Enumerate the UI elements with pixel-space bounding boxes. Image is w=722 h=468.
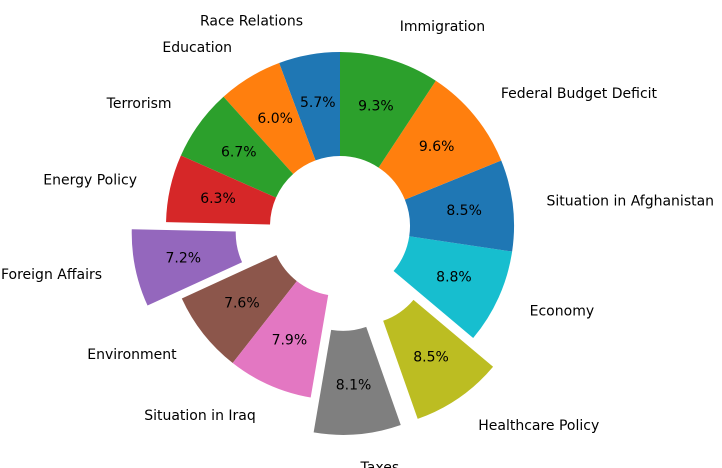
slice-economy xyxy=(393,236,513,338)
slice-situation-in-afghanistan xyxy=(404,160,514,252)
category-label-foreign-affairs: Foreign Affairs xyxy=(1,267,102,283)
category-label-immigration: Immigration xyxy=(400,19,485,35)
percent-label-environment: 7.6% xyxy=(224,295,260,311)
percent-label-terrorism: 6.7% xyxy=(221,145,257,161)
percent-label-situation-in-iraq: 7.9% xyxy=(272,332,308,348)
slice-energy-policy xyxy=(166,155,276,225)
percent-label-race-relations: 5.7% xyxy=(300,95,336,111)
slice-education xyxy=(223,62,316,175)
category-label-energy-policy: Energy Policy xyxy=(43,173,137,189)
chart-category-labels: Race Relations Education Terrorism Energy P… xyxy=(1,13,714,468)
chart-slices xyxy=(131,52,514,435)
slice-taxes xyxy=(313,326,401,435)
percent-label-education: 6.0% xyxy=(257,111,293,127)
percent-label-taxes: 8.1% xyxy=(336,377,372,393)
slice-environment xyxy=(181,255,297,363)
percent-label-situation-in-afghanistan: 8.5% xyxy=(446,203,482,219)
slice-terrorism xyxy=(180,96,294,198)
category-label-education: Education xyxy=(162,40,232,56)
slice-healthcare-policy xyxy=(383,299,494,419)
category-label-terrorism: Terrorism xyxy=(106,96,172,112)
percent-label-economy: 8.8% xyxy=(436,269,472,285)
category-label-healthcare-policy: Healthcare Policy xyxy=(478,418,599,434)
slice-immigration xyxy=(340,52,436,168)
percent-label-healthcare-policy: 8.5% xyxy=(413,350,449,366)
slice-situation-in-iraq xyxy=(232,281,329,398)
percent-label-federal-budget-deficit: 9.6% xyxy=(419,139,455,155)
slice-federal-budget-deficit xyxy=(378,80,502,200)
chart-percent-labels: 5.7% 6.0% 6.7% 6.3% 7.2% 7.6% 7.9% 8.1% 8.5% 8.8%… xyxy=(166,95,482,393)
category-label-federal-budget-deficit: Federal Budget Deficit xyxy=(501,86,658,102)
category-label-economy: Economy xyxy=(530,303,594,319)
category-label-situation-in-iraq: Situation in Iraq xyxy=(144,408,256,424)
percent-label-energy-policy: 6.3% xyxy=(200,191,236,207)
percent-label-immigration: 9.3% xyxy=(358,98,394,114)
category-label-environment: Environment xyxy=(87,347,177,363)
slice-race-relations xyxy=(279,52,340,161)
category-label-race-relations: Race Relations xyxy=(200,13,303,29)
category-label-situation-in-afghanistan: Situation in Afghanistan xyxy=(547,193,715,209)
slice-foreign-affairs xyxy=(131,229,243,306)
percent-label-foreign-affairs: 7.2% xyxy=(166,250,202,266)
category-label-taxes: Taxes xyxy=(360,460,400,468)
